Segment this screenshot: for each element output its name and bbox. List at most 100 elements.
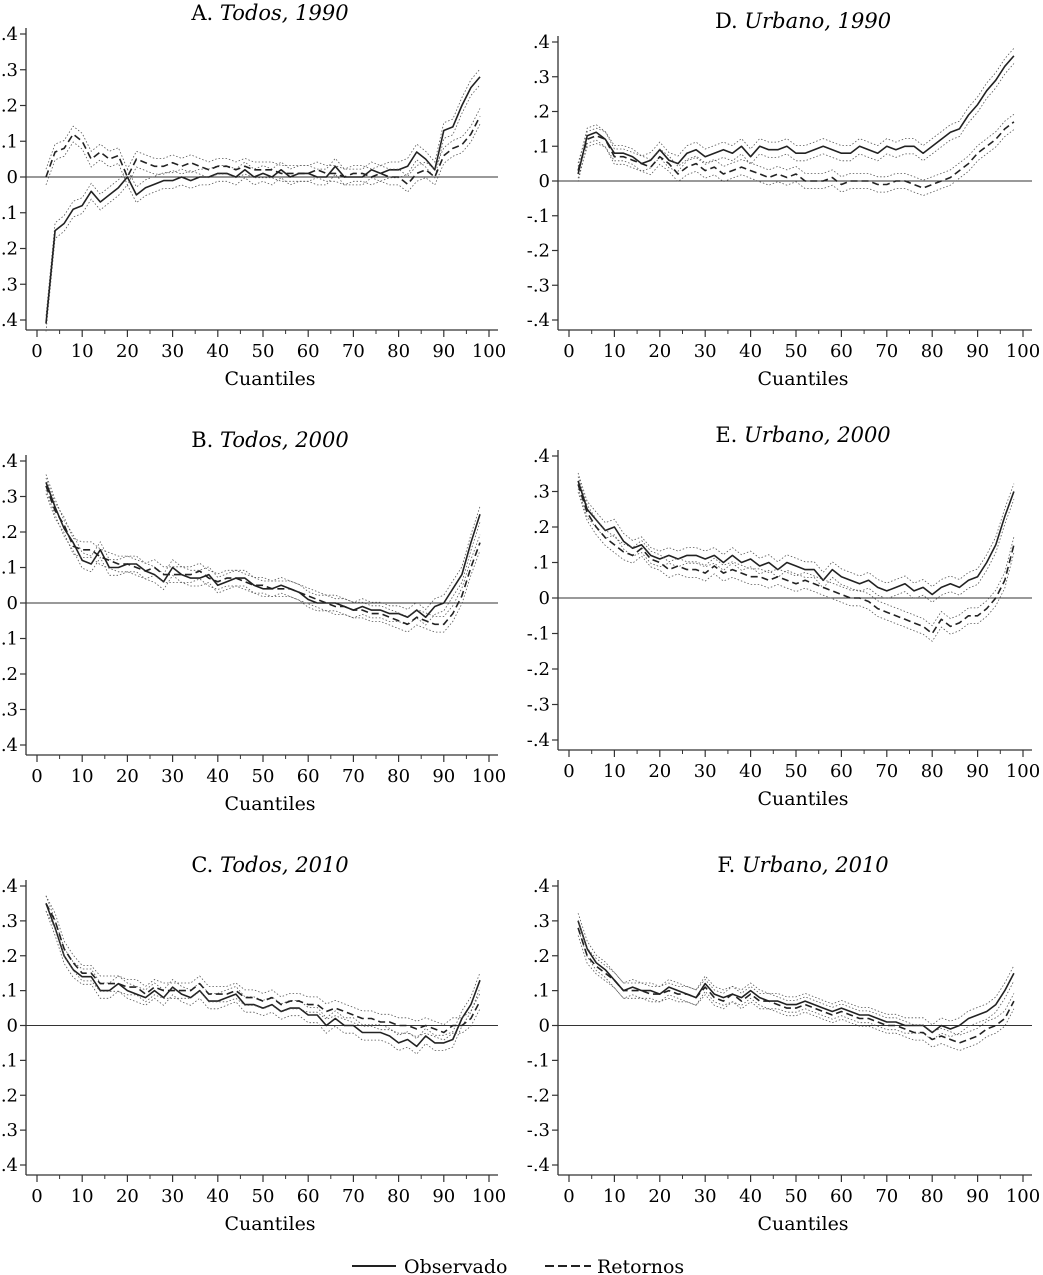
panel-c-x-tick-label: 100 xyxy=(472,1186,506,1207)
panel-d-y-tick-label: -.3 xyxy=(527,275,550,296)
panel-f-x-tick-label: 100 xyxy=(1006,1186,1040,1207)
panel-f-x-tick-label: 0 xyxy=(563,1186,574,1207)
panel-c-x-tick-label: 20 xyxy=(116,1186,139,1207)
panel-e-x-tick-label: 10 xyxy=(603,761,626,782)
panel-f-x-tick-label: 60 xyxy=(830,1186,853,1207)
panel-b-y-tick-label: .4 xyxy=(1,735,18,756)
panel-e-x-label: Cuantiles xyxy=(757,788,848,810)
panel-e-series-retornos-line xyxy=(577,484,1015,635)
panel-d-x-tick-label: 50 xyxy=(785,341,808,362)
panel-a-title-prefix: A. xyxy=(190,1,220,25)
panel-e-y-tick-label: -.2 xyxy=(527,659,550,680)
panel-b-x-tick-label: 20 xyxy=(116,766,139,787)
panel-d-x-tick-label: 20 xyxy=(648,341,671,362)
panel-c-y-tick-label: .2 xyxy=(1,946,18,967)
panel-e-title-prefix: E. xyxy=(715,423,744,447)
panel-e-series-observado-ci-line xyxy=(577,488,1015,603)
panel-b-y-tick-label: 0 xyxy=(7,593,18,614)
panel-e-x-tick-label: 100 xyxy=(1006,761,1040,782)
legend-observed-label: Observado xyxy=(404,1256,507,1275)
panel-a-x-tick-label: 100 xyxy=(472,341,506,362)
panel-a-x-tick-label: 50 xyxy=(252,341,275,362)
panel-c-x-tick-label: 10 xyxy=(71,1186,94,1207)
panel-e-title: E. Urbano, 2000 xyxy=(715,423,890,447)
panel-a-x-tick-label: 10 xyxy=(71,341,94,362)
panel-a-series-observado-line xyxy=(45,76,481,324)
panel-d-title: D. Urbano, 1990 xyxy=(715,9,891,33)
panel-a-series-observado-ci-line xyxy=(45,68,481,316)
panel-c-x-tick-label: 70 xyxy=(342,1186,365,1207)
panel-b-series-retornos-ci-line xyxy=(45,493,481,633)
panel-b-y-tick-label: .2 xyxy=(1,664,18,685)
panel-a-title-italic: Todos, 1990 xyxy=(220,1,349,25)
panel-e-x-tick-label: 40 xyxy=(739,761,762,782)
panel-d-y-tick-label: -.2 xyxy=(527,241,550,262)
panel-b-x-tick-label: 90 xyxy=(432,766,455,787)
panel-f-y-tick-label: -.2 xyxy=(527,1085,550,1106)
panel-f-y-tick-label: .1 xyxy=(533,981,550,1002)
panel-e-y-tick-label: .3 xyxy=(533,482,550,503)
panel-d-series-retornos-ci-line xyxy=(577,113,1015,181)
panel-d-x-tick-label: 100 xyxy=(1006,341,1040,362)
panel-d-series-retornos-ci-line xyxy=(577,129,1015,197)
panel-e-y-tick-label: -.4 xyxy=(527,730,550,751)
panel-a-series-retornos-ci-line xyxy=(45,108,481,177)
panel-b-title-italic: Todos, 2000 xyxy=(220,428,349,452)
panel-c-title: C. Todos, 2010 xyxy=(191,853,348,877)
panel-b-y-tick-label: .1 xyxy=(1,629,18,650)
panel-f-x-tick-label: 20 xyxy=(648,1186,671,1207)
panel-c-series-retornos-ci-line xyxy=(45,895,481,1026)
panel-b-x-tick-label: 50 xyxy=(252,766,275,787)
panel-b-x-tick-label: 60 xyxy=(297,766,320,787)
panel-e-y-tick-label: .1 xyxy=(533,553,550,574)
panel-e-series-retornos-ci-line xyxy=(577,492,1015,642)
panel-c-x-tick-label: 40 xyxy=(206,1186,229,1207)
panel-b-series-retornos-ci-line xyxy=(45,477,481,617)
panel-c-y-tick-label: .4 xyxy=(1,1155,18,1176)
panel-a-y-tick-label: .2 xyxy=(1,239,18,260)
panel-c-series-observado-ci-line xyxy=(45,910,481,1055)
panel-f-y-tick-label: -.1 xyxy=(527,1050,550,1071)
panel-e-x-tick-label: 90 xyxy=(966,761,989,782)
panel-a-y-tick-label: .1 xyxy=(1,131,18,152)
panel-e: E. Urbano, 2000 0 10 20 30 40 50 60 70 80 90 100 -.4… xyxy=(527,423,1040,810)
panel-f-series-observado-ci-line xyxy=(577,928,1015,1041)
panel-f-series-retornos-ci-line xyxy=(577,920,1015,1036)
panel-a-x-tick-label: 80 xyxy=(387,341,410,362)
panel-b-y-tick-label: .4 xyxy=(1,451,18,472)
panel-b-x-tick-label: 40 xyxy=(206,766,229,787)
panel-e-x-tick-label: 50 xyxy=(785,761,808,782)
panel-e-x-tick-label: 0 xyxy=(563,761,574,782)
panel-a-y-tick-label: 0 xyxy=(7,167,18,188)
panel-c-series-observado-ci-line xyxy=(45,895,481,1040)
panel-c-x-tick-label: 0 xyxy=(31,1186,42,1207)
panel-a-y-tick-label: .4 xyxy=(1,310,18,331)
panel-f-series-retornos-ci-line xyxy=(577,935,1015,1052)
panel-e-y-tick-label: 0 xyxy=(539,588,550,609)
panel-d-y-tick-label: .1 xyxy=(533,136,550,157)
panel-c: C. Todos, 2010 0 10 20 30 40 50 60 70 80 90 100 .4 .3… xyxy=(1,853,506,1235)
panel-f-x-label: Cuantiles xyxy=(757,1213,848,1235)
panel-f-series-observado-line xyxy=(577,920,1015,1034)
panel-f-x-tick-label: 90 xyxy=(966,1186,989,1207)
panel-f-y-tick-label: .2 xyxy=(533,946,550,967)
panel-d-y-tick-label: .3 xyxy=(533,67,550,88)
panel-e-x-tick-label: 80 xyxy=(921,761,944,782)
panel-c-series-observado-line xyxy=(45,903,481,1048)
panel-f-y-tick-label: .3 xyxy=(533,911,550,932)
panel-b-x-tick-label: 30 xyxy=(161,766,184,787)
panel-e-x-tick-label: 30 xyxy=(694,761,717,782)
panel-d-x-tick-label: 70 xyxy=(875,341,898,362)
panel-a-x-tick-label: 30 xyxy=(161,341,184,362)
panel-b-x-tick-label: 80 xyxy=(387,766,410,787)
panel-c-series-retornos-line xyxy=(45,903,481,1034)
panel-a: A. Todos, 1990 0 10 20 30 40 50 60 70 80 90 100 .4 .3… xyxy=(1,1,506,390)
panel-a-x-tick-label: 90 xyxy=(432,341,455,362)
panel-f-x-tick-label: 70 xyxy=(875,1186,898,1207)
panel-b: B. Todos, 2000 0 10 20 30 40 50 60 70 80 90 100 .4 .3… xyxy=(1,428,506,815)
panel-e-y-tick-label: .4 xyxy=(533,446,550,467)
panel-d-series-retornos-line xyxy=(577,121,1015,189)
panel-d-series-observado-line xyxy=(577,55,1015,175)
